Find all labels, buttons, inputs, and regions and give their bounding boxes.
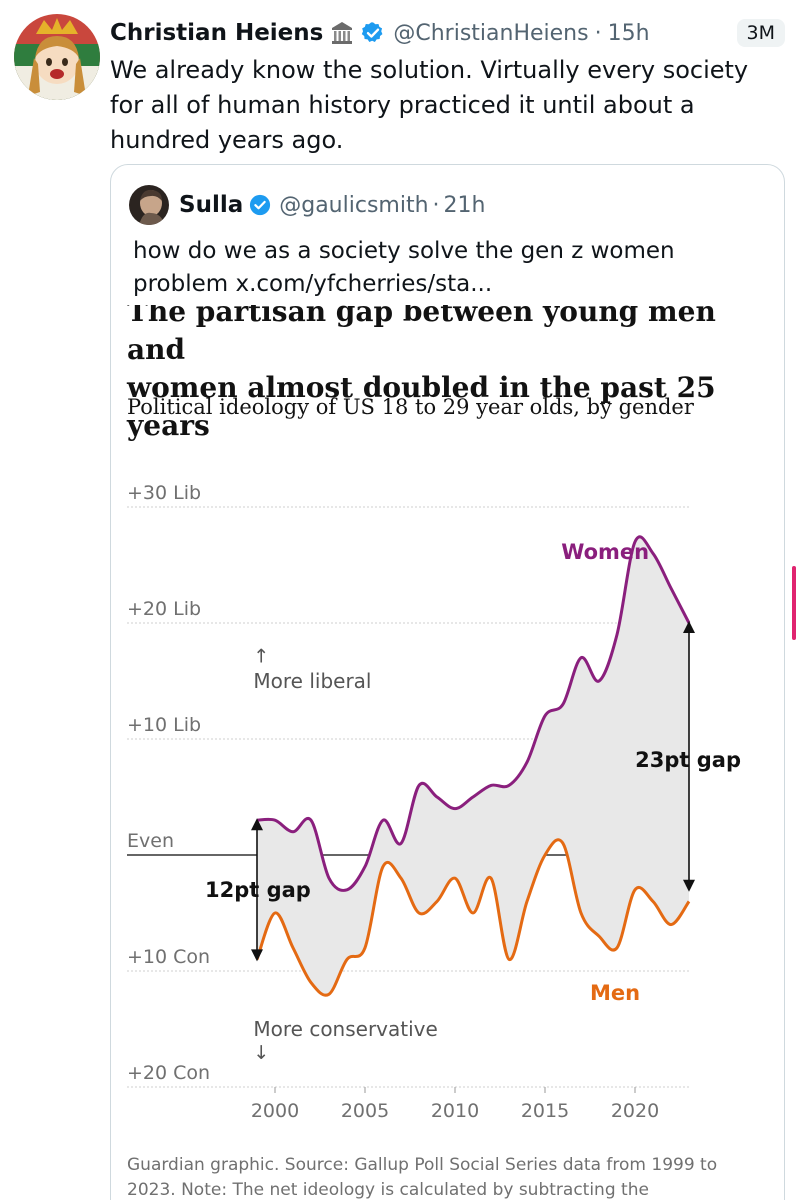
up-arrow: ↑ — [253, 645, 269, 667]
verified-badge-icon — [249, 194, 271, 216]
tweet-header: Christian Heiens @ChristianHeiens · 15h … — [110, 16, 785, 50]
y-tick-label: +20 Con — [127, 1062, 210, 1084]
author-handle[interactable]: @ChristianHeiens — [393, 20, 589, 46]
more-liberal-label: More liberal — [253, 669, 371, 693]
separator-dot: · — [594, 20, 602, 46]
x-tick-label: 2000 — [251, 1100, 299, 1122]
chart-title-line-2: women almost doubled in the past 25 year… — [127, 371, 716, 442]
quoted-author-handle[interactable]: @gaulicsmith — [279, 192, 429, 218]
author-avatar[interactable] — [14, 14, 100, 100]
chart-footer: Guardian graphic. Source: Gallup Poll So… — [127, 1153, 777, 1200]
chart-footer-line-1: Guardian graphic. Source: Gallup Poll So… — [127, 1155, 718, 1175]
women-line — [256, 535, 691, 892]
classical-building-icon — [331, 21, 353, 45]
author-avatar-image — [14, 14, 100, 100]
men-line — [255, 838, 691, 997]
quoted-tweet-text: how do we as a society solve the gen z w… — [133, 238, 675, 297]
x-tick-label: 2015 — [521, 1100, 569, 1122]
quoted-author-name[interactable]: Sulla — [179, 192, 244, 218]
y-tick-label: +10 Con — [127, 946, 210, 968]
gap-2023-label: 23pt gap — [635, 748, 741, 772]
quoted-tweet[interactable]: Sulla @gaulicsmith · 21h how do we as a … — [110, 164, 785, 1200]
chart-title-line-1: The partisan gap between young men and — [127, 305, 716, 366]
gap-1999-arrowhead-top — [251, 818, 263, 831]
down-arrow: ↓ — [253, 1042, 269, 1064]
gap-2023-arrowhead-top — [683, 621, 695, 633]
gap-area — [257, 536, 689, 996]
chart-title: The partisan gap between young men and w… — [127, 305, 777, 445]
y-tick-label: +20 Lib — [127, 598, 201, 620]
women-label: Women — [561, 540, 649, 564]
gap-2023-arrowhead-bottom — [683, 879, 695, 892]
x-tick-label: 2020 — [611, 1100, 659, 1122]
tweet-text: We already know the solution. Virtually … — [110, 56, 749, 154]
chart-subtitle: Political ideology of US 18 to 29 year o… — [127, 395, 694, 419]
author-name[interactable]: Christian Heiens — [110, 20, 324, 46]
x-tick-label: 2010 — [431, 1100, 479, 1122]
quoted-tweet-header: Sulla @gaulicsmith · 21h — [129, 185, 485, 225]
separator-dot: · — [432, 192, 440, 218]
gap-1999-arrowhead-bottom — [251, 949, 263, 962]
gap-1999-label: 12pt gap — [205, 878, 311, 902]
quoted-author-avatar[interactable] — [129, 185, 169, 225]
post-time[interactable]: 15h — [607, 20, 650, 46]
y-tick-label: +10 Lib — [127, 714, 201, 736]
more-conservative-label: More conservative — [253, 1017, 437, 1041]
scroll-indicator[interactable] — [792, 566, 796, 640]
x-tick-label: 2005 — [341, 1100, 389, 1122]
men-label: Men — [590, 981, 640, 1005]
y-tick-label: +30 Lib — [127, 482, 201, 504]
chart-footer-line-2: 2023. Note: The net ideology is calculat… — [127, 1180, 649, 1200]
verified-badge-icon — [361, 21, 385, 45]
quoted-post-time[interactable]: 21h — [443, 192, 486, 218]
line-chart: +30 Lib +20 Lib +10 Lib Even +10 Con +20 Con 2… — [127, 482, 741, 1122]
view-count-badge: 3M — [736, 19, 785, 47]
chart-image[interactable]: The partisan gap between young men and w… — [111, 305, 784, 1200]
y-tick-label: Even — [127, 830, 174, 852]
